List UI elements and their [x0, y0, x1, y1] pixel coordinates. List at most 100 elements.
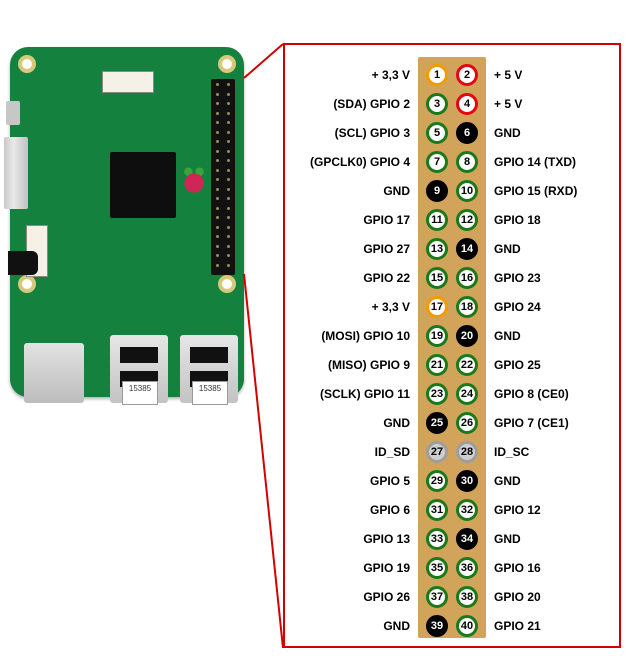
pinout-row: (SCL) GPIO 356GND	[291, 118, 613, 147]
pin-label-right: GPIO 20	[494, 590, 541, 604]
pin-label-right: GPIO 14 (TXD)	[494, 155, 576, 169]
pin-23: 23	[426, 383, 448, 405]
pin-label-right: GPIO 23	[494, 271, 541, 285]
gpio-pinout-panel: + 3,3 V12+ 5 V(SDA) GPIO 234+ 5 V(SCL) G…	[283, 43, 621, 648]
pin-20: 20	[456, 325, 478, 347]
ethernet-port-icon	[24, 343, 84, 403]
pin-4: 4	[456, 93, 478, 115]
pin-30: 30	[456, 470, 478, 492]
usb-sticker: 15385	[192, 381, 228, 405]
pin-3: 3	[426, 93, 448, 115]
pin-40: 40	[456, 615, 478, 637]
pin-label-left: GND	[383, 416, 410, 430]
pin-5: 5	[426, 122, 448, 144]
pin-39: 39	[426, 615, 448, 637]
pin-29: 29	[426, 470, 448, 492]
raspberry-logo-icon	[180, 159, 208, 199]
pin-18: 18	[456, 296, 478, 318]
pin-34: 34	[456, 528, 478, 550]
pin-label-right: GND	[494, 242, 521, 256]
pin-label-left: + 3,3 V	[372, 68, 410, 82]
pin-label-right: + 5 V	[494, 68, 522, 82]
usb-sticker: 15385	[122, 381, 158, 405]
pinout-row: (GPCLK0) GPIO 4 78 GPIO 14 (TXD)	[291, 147, 613, 176]
pin-22: 22	[456, 354, 478, 376]
pin-label-left: (SCL) GPIO 3	[335, 126, 410, 140]
pinout-row: + 3,3 V12+ 5 V	[291, 60, 613, 89]
gpio-header-icon	[211, 79, 235, 275]
pinout-row: (SCLK) GPIO 112324GPIO 8 (CE0)	[291, 379, 613, 408]
pin-label-right: GND	[494, 329, 521, 343]
pin-19: 19	[426, 325, 448, 347]
mount-hole-icon	[18, 55, 36, 73]
pin-label-left: GPIO 27	[363, 242, 410, 256]
pin-label-left: + 3,3 V	[372, 300, 410, 314]
pinout-row: (MISO) GPIO 9 21 22 GPIO 25	[291, 350, 613, 379]
pinout-row: GND3940GPIO 21	[291, 611, 613, 640]
pin-28: 28	[456, 441, 478, 463]
pin-label-right: GPIO 25	[494, 358, 541, 372]
pin-label-left: (SDA) GPIO 2	[333, 97, 410, 111]
pin-24: 24	[456, 383, 478, 405]
pinout-row: GPIO 26 37 38 GPIO 20	[291, 582, 613, 611]
pin-label-right: GPIO 12	[494, 503, 541, 517]
pin-label-right: GPIO 16	[494, 561, 541, 575]
pin-17: 17	[426, 296, 448, 318]
pinout-row: (SDA) GPIO 2 34 + 5 V	[291, 89, 613, 118]
pin-32: 32	[456, 499, 478, 521]
pin-16: 16	[456, 267, 478, 289]
pinout-row: (MOSI) GPIO 10 19 20 GND	[291, 321, 613, 350]
pin-label-left: GPIO 17	[363, 213, 410, 227]
pin-label-left: GPIO 13	[363, 532, 410, 546]
soc-chip-icon	[110, 152, 176, 218]
pin-label-right: GPIO 18	[494, 213, 541, 227]
pin-8: 8	[456, 151, 478, 173]
pin-label-right: GND	[494, 474, 521, 488]
pinout-row: GPIO 221516GPIO 23	[291, 263, 613, 292]
pin-13: 13	[426, 238, 448, 260]
mount-hole-icon	[218, 55, 236, 73]
pinout-row: GPIO 6 31 32 GPIO 12	[291, 495, 613, 524]
pin-35: 35	[426, 557, 448, 579]
usb-port-icon: 15385	[110, 335, 168, 403]
pin-26: 26	[456, 412, 478, 434]
pin-10: 10	[456, 180, 478, 202]
mount-hole-icon	[18, 275, 36, 293]
pin-31: 31	[426, 499, 448, 521]
pin-14: 14	[456, 238, 478, 260]
pin-12: 12	[456, 209, 478, 231]
pin-label-right: GPIO 24	[494, 300, 541, 314]
pin-label-left: (GPCLK0) GPIO 4	[310, 155, 410, 169]
pinout-row: GPIO 27 13 14 GND	[291, 234, 613, 263]
pin-label-right: + 5 V	[494, 97, 522, 111]
pin-label-left: (MISO) GPIO 9	[328, 358, 410, 372]
pin-label-left: (MOSI) GPIO 10	[321, 329, 410, 343]
pin-label-left: GND	[383, 619, 410, 633]
microusb-port-icon	[6, 101, 20, 125]
pin-37: 37	[426, 586, 448, 608]
pinout-row: GPIO 171112GPIO 18	[291, 205, 613, 234]
pin-7: 7	[426, 151, 448, 173]
pin-label-left: GPIO 6	[370, 503, 410, 517]
pin-33: 33	[426, 528, 448, 550]
pin-label-left: GPIO 26	[363, 590, 410, 604]
pinout-row: GPIO 5 29 30 GND	[291, 466, 613, 495]
hdmi-port-icon	[4, 137, 28, 209]
pin-label-right: GPIO 15 (RXD)	[494, 184, 577, 198]
pinout-row: + 3,3 V 17 18 GPIO 24	[291, 292, 613, 321]
pin-label-left: GPIO 5	[370, 474, 410, 488]
pin-label-right: GND	[494, 126, 521, 140]
pin-21: 21	[426, 354, 448, 376]
pin-label-left: GPIO 22	[363, 271, 410, 285]
dsi-connector-icon	[102, 71, 154, 93]
pin-label-left: ID_SD	[375, 445, 410, 459]
pin-label-right: GND	[494, 532, 521, 546]
pin-label-left: (SCLK) GPIO 11	[320, 387, 410, 401]
pinout-row: GPIO 19 35 36 GPIO 16	[291, 553, 613, 582]
pin-label-left: GPIO 19	[363, 561, 410, 575]
usb-port-icon: 15385	[180, 335, 238, 403]
pinout-row: GND910GPIO 15 (RXD)	[291, 176, 613, 205]
pin-36: 36	[456, 557, 478, 579]
pin-38: 38	[456, 586, 478, 608]
pin-label-right: GPIO 7 (CE1)	[494, 416, 569, 430]
